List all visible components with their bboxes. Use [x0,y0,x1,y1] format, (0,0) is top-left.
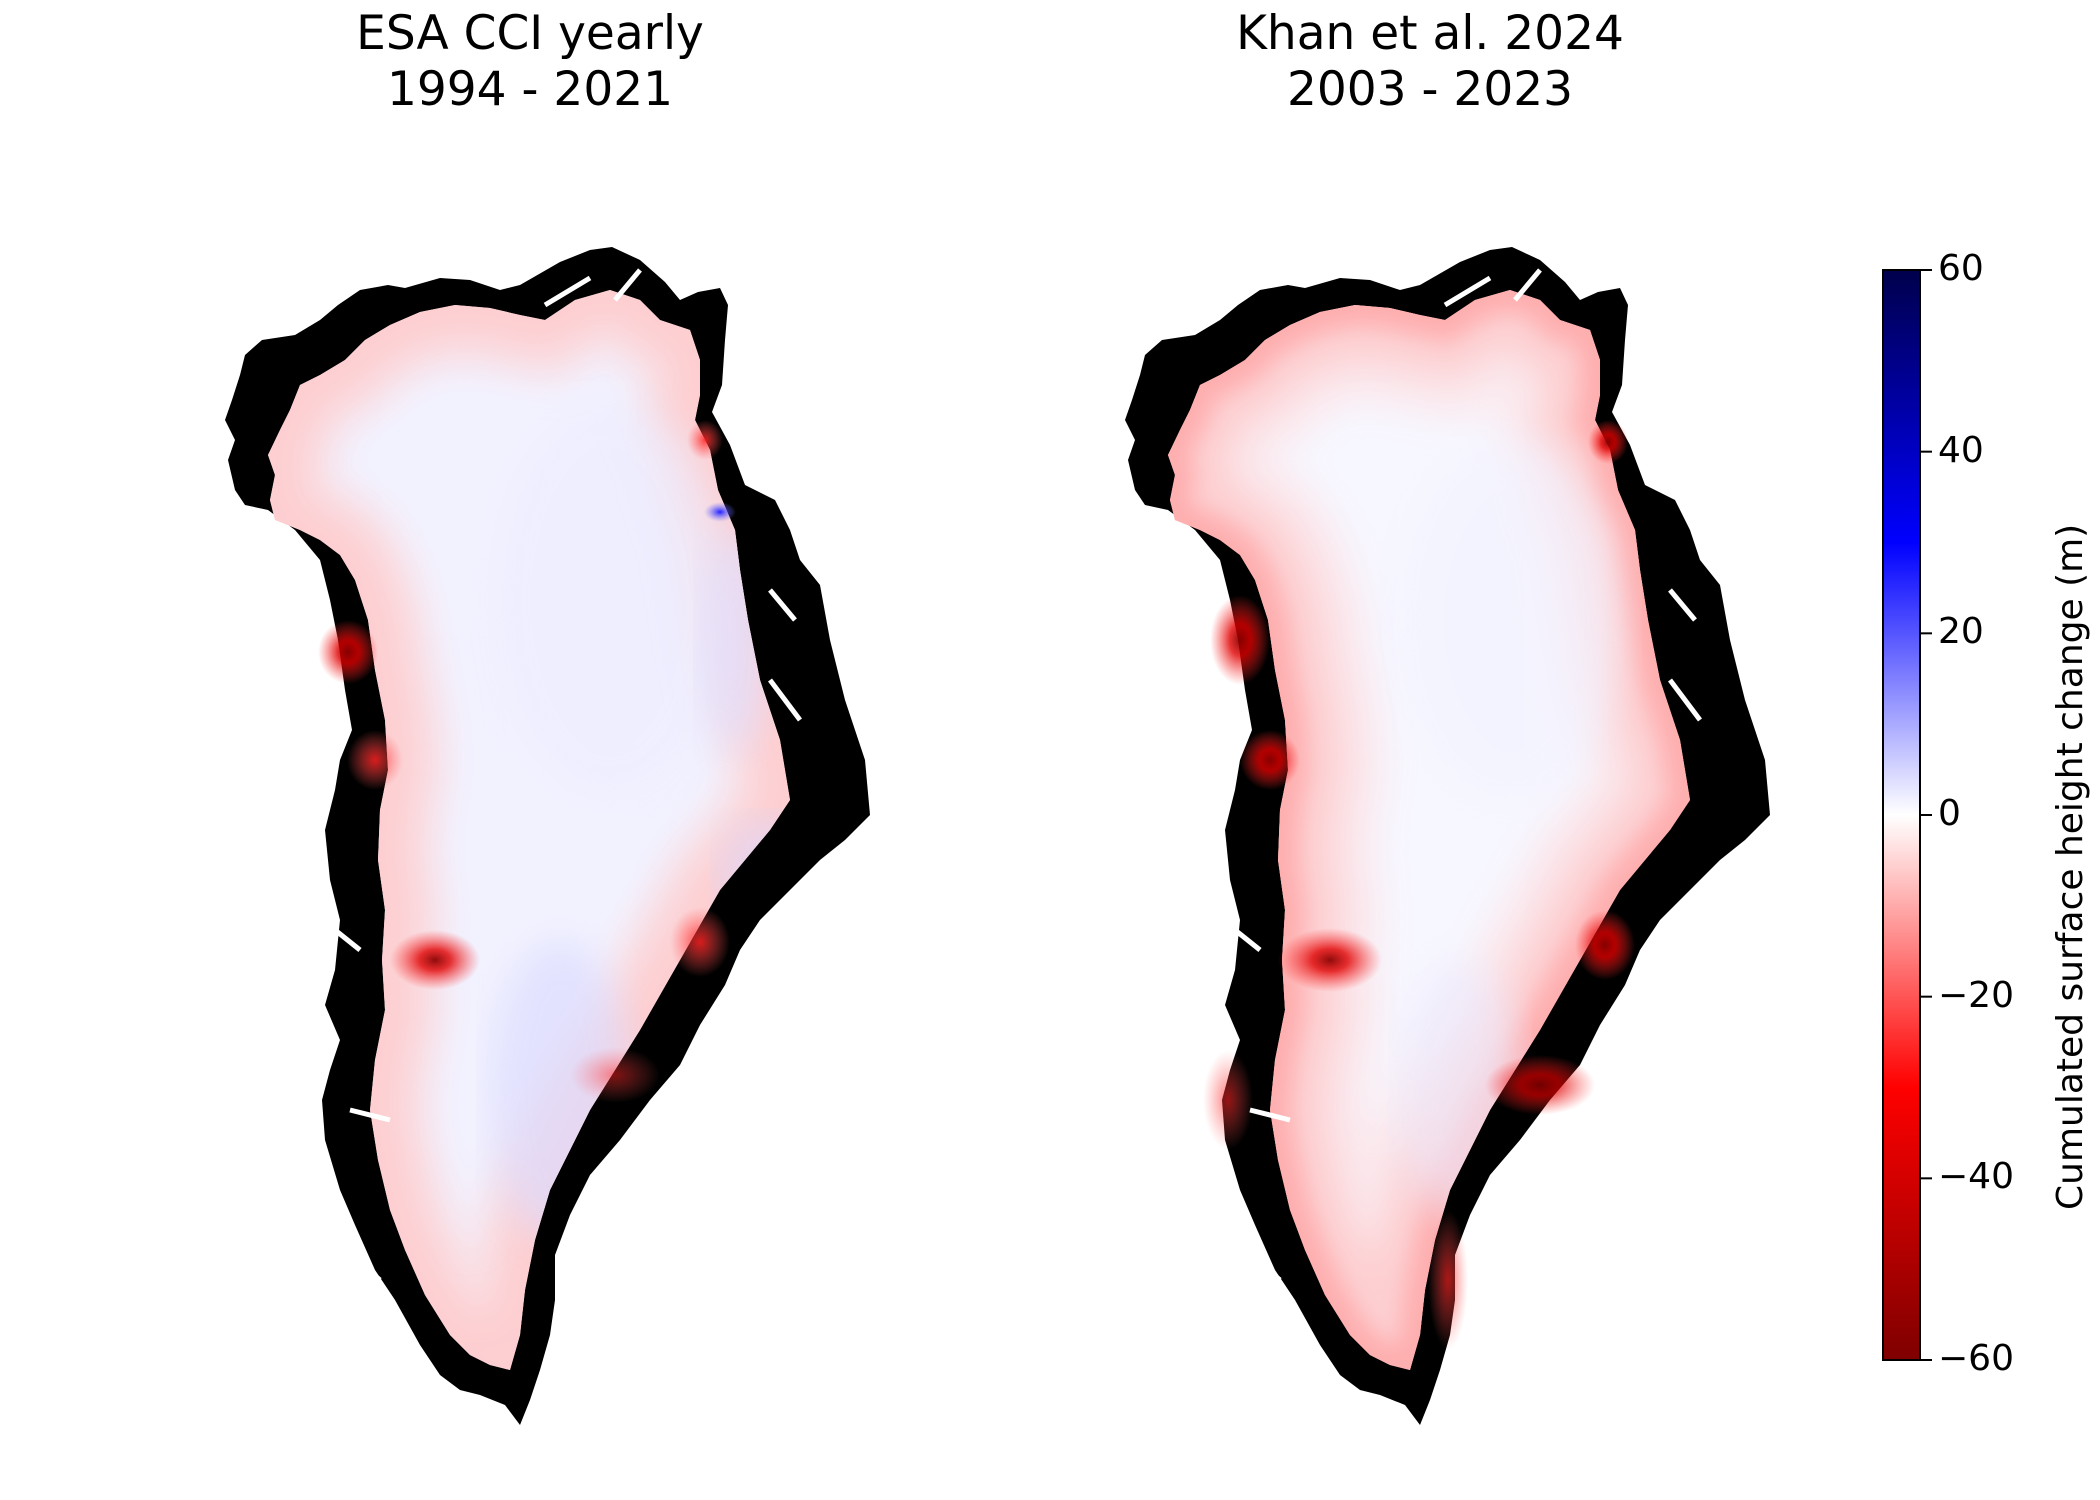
colorbar-title: Cumulated surface height change (m) [2050,523,2091,1210]
thinning-hotspot [687,420,723,460]
colorbar-tick-label: 40 [1938,429,1984,471]
panel-title-line2: 1994 - 2021 [386,62,674,117]
thinning-hotspot [1240,730,1300,790]
thinning-hotspot [1575,910,1635,980]
greenland-map-khan [1125,247,1770,1425]
thinning-hotspot-jakobshavn [390,930,480,990]
colorbar-tick-label: 0 [1938,793,1961,834]
thinning-hotspot [1203,1050,1253,1150]
thickening-spot [704,502,736,522]
panel-title-khan: Khan et al. 2024 2003 - 2023 [1080,6,1780,118]
thinning-hotspot [570,1047,660,1103]
panel-title-line1: ESA CCI yearly [356,6,704,61]
colorbar-tick-label: −20 [1938,974,2014,1016]
colorbar-gradient [1882,269,1921,1361]
thinning-hotspot [1210,595,1270,685]
thinning-hotspot [318,620,378,684]
colorbar [1882,269,1932,1361]
colorbar-tick-label: 60 [1938,248,1984,289]
greenland-map-esa-cci [225,247,870,1425]
colorbar-tick-label: −40 [1938,1156,2014,1198]
thinning-hotspot [1485,1055,1595,1115]
fjords [333,268,802,1282]
thinning-hotspot [670,907,730,977]
panel-title-line2: 2003 - 2023 [1286,62,1574,117]
colorbar-tick-label: 20 [1938,611,1984,653]
thinning-hotspot-jakobshavn [1278,928,1382,992]
panel-title-line1: Khan et al. 2024 [1236,6,1624,61]
colorbar-tick-label: −60 [1938,1338,2014,1379]
thinning-hotspot [347,730,403,790]
thinning-hotspot [1588,420,1628,464]
thinning-hotspot [1428,1210,1468,1350]
panel-title-esa-cci: ESA CCI yearly 1994 - 2021 [180,6,880,118]
fjords [1233,268,1702,1282]
